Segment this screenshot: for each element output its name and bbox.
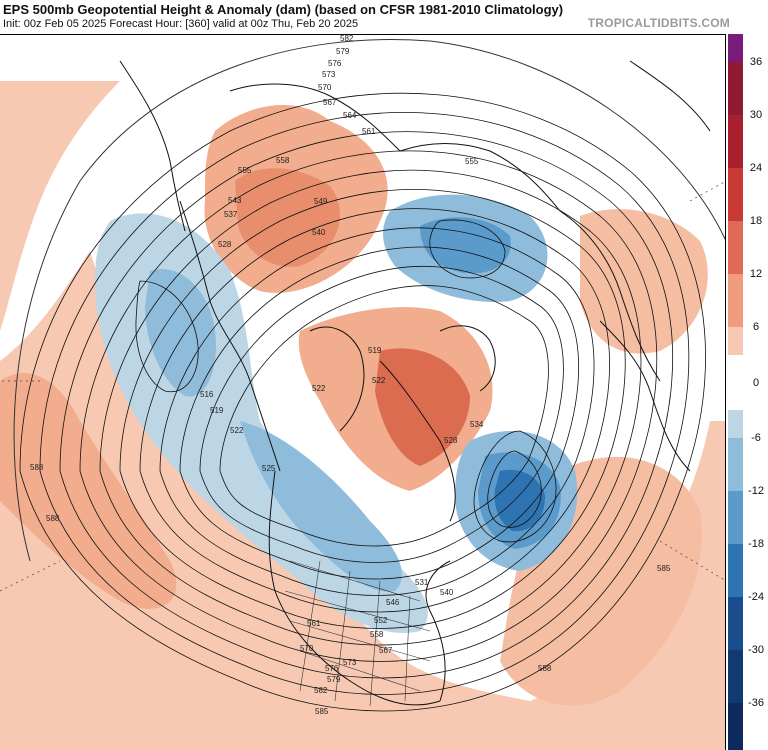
colorbar-label: -36: [748, 697, 764, 709]
contour-label: 558: [276, 156, 290, 165]
contour-label: 522: [372, 376, 386, 385]
colorbar-label: 30: [749, 109, 763, 121]
contour-label: 525: [262, 464, 276, 473]
colorbar-label: -12: [748, 485, 764, 497]
colorbar-label: 12: [749, 268, 763, 280]
contour-label: 588: [46, 514, 60, 523]
contour-label: 519: [368, 346, 382, 355]
colorbar-segment: [728, 544, 743, 597]
colorbar-segment: [728, 274, 743, 327]
colorbar-label: 0: [752, 377, 760, 389]
contour-label: 552: [374, 616, 388, 625]
colorbar-label: 6: [752, 321, 760, 333]
contour-label: 522: [230, 426, 244, 435]
anomaly-colorbar: 36 30 24 18 12 6 0 -6 -12 -18 -24 -30 -3…: [728, 34, 768, 750]
colorbar-segment: [728, 410, 743, 438]
anomaly-alaska-coast: [0, 81, 120, 331]
contour-label: 582: [314, 686, 328, 695]
contour-label: 585: [657, 564, 671, 573]
contour-label: 540: [312, 228, 326, 237]
contour-label: 534: [470, 420, 484, 429]
contour-label: 588: [30, 463, 44, 472]
positive-anomalies: [0, 81, 725, 750]
contour-label: 588: [538, 664, 552, 673]
contour-label: 537: [224, 210, 238, 219]
anomaly-pacific-trough-core: [145, 269, 216, 397]
contour-label: 573: [322, 70, 336, 79]
colorbar-segment: [728, 438, 743, 491]
colorbar-segment: [728, 703, 743, 750]
anomaly-canada-trough: [240, 421, 402, 592]
hemisphere-boundary: [13, 39, 725, 562]
anomaly-greenland-core: [375, 348, 470, 466]
contour-label: 564: [343, 111, 357, 120]
contour-label: 561: [307, 619, 321, 628]
contour-label: 543: [228, 196, 242, 205]
contour-label: 528: [444, 436, 458, 445]
chart-subtitle: Init: 00z Feb 05 2025 Forecast Hour: [36…: [3, 18, 359, 30]
contour-label: 549: [314, 197, 328, 206]
colorbar-segment: [728, 62, 743, 115]
colorbar-segment: [728, 221, 743, 274]
colorbar-label: -24: [748, 591, 764, 603]
colorbar-segment: [728, 491, 743, 544]
contour-label: 573: [343, 658, 357, 667]
colorbar-label: -18: [748, 538, 764, 550]
colorbar-label: -6: [751, 432, 761, 444]
anomaly-west-atlantic-pacific: [0, 251, 725, 750]
contour-label: 582: [340, 35, 354, 43]
contour-label: 576: [328, 59, 342, 68]
contour-label: 555: [238, 166, 252, 175]
contour-label: 579: [336, 47, 350, 56]
contour-label: 570: [318, 83, 332, 92]
contour-label: 570: [300, 644, 314, 653]
colorbar-label: 18: [749, 215, 763, 227]
polar-map: 516 519 519 522 522 522 525 528 528 531 …: [0, 34, 726, 750]
colorbar-label: 36: [749, 56, 763, 68]
contour-label: 540: [440, 588, 454, 597]
colorbar-segment: [728, 168, 743, 221]
header: EPS 500mb Geopotential Height & Anomaly …: [0, 0, 768, 34]
anomaly-east-pacific-ridge: [0, 373, 177, 609]
brand-watermark: TROPICALTIDBITS.COM: [587, 16, 730, 30]
colorbar-segment: [728, 597, 743, 650]
height-contours: [19, 92, 706, 712]
contour-label: 519: [210, 406, 224, 415]
contour-label: 546: [386, 598, 400, 607]
colorbar-segment: [728, 355, 743, 410]
colorbar-segment: [728, 34, 743, 62]
colorbar-label: 24: [749, 162, 763, 174]
contour-label: 576: [325, 664, 339, 673]
coastlines: [119, 60, 711, 706]
colorbar-segment: [728, 650, 743, 703]
anomaly-siberia-trough-core: [420, 217, 511, 274]
contour-label: 567: [379, 646, 393, 655]
contour-label: 579: [327, 675, 341, 684]
contour-label: 516: [200, 390, 214, 399]
contour-label: 558: [370, 630, 384, 639]
contour-label: 555: [465, 157, 479, 166]
colorbar-segment: [728, 115, 743, 168]
contour-labels: 516 519 519 522 522 522 525 528 528 531 …: [30, 35, 671, 716]
colorbar-segment: [728, 327, 743, 355]
colorbar-label: -30: [748, 644, 764, 656]
contour-label: 561: [362, 127, 376, 136]
contour-label: 528: [218, 240, 232, 249]
chart-title: EPS 500mb Geopotential Height & Anomaly …: [3, 2, 564, 17]
contour-label: 522: [312, 384, 326, 393]
contour-label: 531: [415, 578, 429, 587]
contour-label: 567: [323, 98, 337, 107]
contour-label: 585: [315, 707, 329, 716]
graticule: [0, 181, 725, 592]
map-canvas: 516 519 519 522 522 522 525 528 528 531 …: [0, 35, 725, 750]
